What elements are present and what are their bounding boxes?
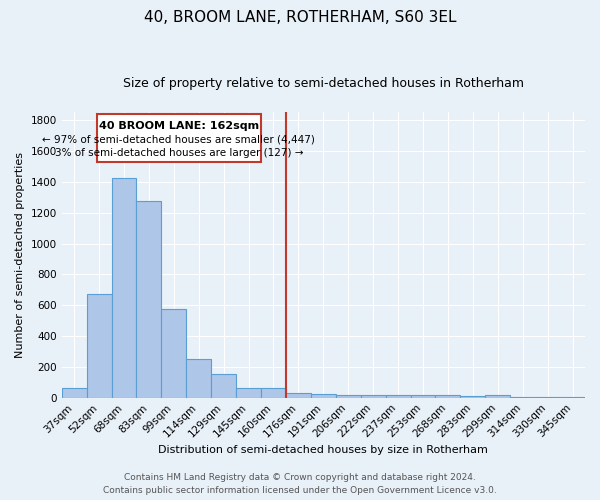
Bar <box>211 374 236 398</box>
Bar <box>485 394 510 398</box>
Bar <box>286 393 311 398</box>
Bar <box>386 396 410 398</box>
Bar <box>535 397 560 398</box>
Bar <box>62 388 86 398</box>
Bar <box>460 396 485 398</box>
FancyBboxPatch shape <box>97 114 261 162</box>
Bar <box>311 394 336 398</box>
Bar <box>560 397 585 398</box>
Text: 3% of semi-detached houses are larger (127) →: 3% of semi-detached houses are larger (1… <box>55 148 303 158</box>
Text: 40, BROOM LANE, ROTHERHAM, S60 3EL: 40, BROOM LANE, ROTHERHAM, S60 3EL <box>144 10 456 25</box>
Title: Size of property relative to semi-detached houses in Rotherham: Size of property relative to semi-detach… <box>123 78 524 90</box>
Bar <box>86 294 112 398</box>
Bar <box>136 201 161 398</box>
Bar <box>186 359 211 398</box>
Bar <box>336 394 361 398</box>
Bar <box>361 394 386 398</box>
Bar <box>436 396 460 398</box>
Y-axis label: Number of semi-detached properties: Number of semi-detached properties <box>15 152 25 358</box>
Text: ← 97% of semi-detached houses are smaller (4,447): ← 97% of semi-detached houses are smalle… <box>43 135 315 145</box>
Bar <box>410 396 436 398</box>
Bar <box>112 178 136 398</box>
Bar <box>510 397 535 398</box>
X-axis label: Distribution of semi-detached houses by size in Rotherham: Distribution of semi-detached houses by … <box>158 445 488 455</box>
Text: 40 BROOM LANE: 162sqm: 40 BROOM LANE: 162sqm <box>99 120 259 130</box>
Bar <box>261 388 286 398</box>
Text: Contains HM Land Registry data © Crown copyright and database right 2024.
Contai: Contains HM Land Registry data © Crown c… <box>103 474 497 495</box>
Bar <box>161 309 186 398</box>
Bar <box>236 388 261 398</box>
